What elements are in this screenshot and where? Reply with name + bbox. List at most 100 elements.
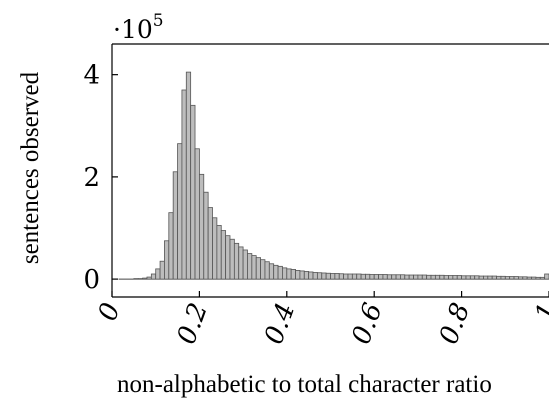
- histogram-bar: [168, 212, 174, 280]
- y-axis-title: sentences observed: [17, 71, 44, 264]
- histogram-bar: [290, 268, 296, 280]
- histogram-bar: [137, 278, 143, 280]
- histogram-bar: [181, 89, 187, 280]
- histogram-bar: [439, 274, 445, 280]
- histogram-bar: [172, 171, 178, 280]
- histogram-bar: [522, 276, 528, 280]
- y-tick-label: 0: [83, 265, 100, 295]
- histogram-bar: [443, 275, 449, 280]
- histogram-bar: [509, 276, 515, 280]
- histogram-bar: [238, 246, 244, 280]
- histogram-bar: [430, 274, 436, 280]
- histogram-bar: [456, 275, 463, 280]
- x-tick-label: 0.8: [434, 299, 476, 348]
- histogram-bar: [207, 207, 213, 280]
- histogram-bar: [334, 273, 340, 280]
- histogram-bar: [500, 275, 506, 280]
- x-axis-title: non-alphabetic to total character ratio: [117, 371, 492, 398]
- histogram-bar: [295, 270, 301, 280]
- histogram-bar: [448, 275, 454, 280]
- histogram-bar: [421, 274, 428, 280]
- histogram-bar: [373, 274, 379, 280]
- histogram-bar: [434, 274, 441, 280]
- histogram-bar: [382, 274, 388, 280]
- histogram-bar: [190, 104, 196, 280]
- histogram-bar: [146, 276, 152, 280]
- histogram-bar: [408, 274, 414, 280]
- histogram-bar: [159, 260, 165, 280]
- x-tick-label: 1: [530, 299, 549, 325]
- histogram-bar: [531, 276, 537, 280]
- histogram-bar: [400, 274, 406, 280]
- histogram-bar: [216, 225, 222, 280]
- histogram-bar: [133, 278, 139, 280]
- histogram-bar: [203, 191, 209, 280]
- x-tick-label: 0: [93, 299, 127, 325]
- histogram-bar: [255, 257, 261, 280]
- histogram-bar: [452, 275, 458, 280]
- histogram-bar: [268, 263, 275, 280]
- x-tick-label: 0.4: [259, 299, 301, 348]
- histogram-bar: [282, 267, 288, 280]
- histogram-bar: [544, 273, 549, 280]
- histogram-bar: [273, 264, 279, 280]
- histogram-bar: [330, 273, 336, 280]
- histogram-bar: [417, 274, 423, 280]
- histogram-bar: [351, 273, 358, 280]
- histogram-bar: [233, 242, 240, 280]
- axis-frame: [111, 43, 549, 298]
- histogram-bar: [535, 276, 541, 280]
- histogram-bar: [465, 275, 471, 280]
- histogram-bar: [386, 274, 393, 280]
- histogram-bar: [491, 275, 497, 280]
- x-ticks-group: 0 0.2 0.4 0.6 0.8 1: [93, 291, 549, 348]
- histogram-bar: [496, 275, 502, 280]
- histogram-bar: [365, 273, 371, 280]
- histogram-bar: [518, 276, 524, 280]
- histogram-bar: [142, 277, 148, 280]
- y-tick-label: 4: [83, 61, 100, 91]
- histogram-bar: [469, 275, 476, 280]
- histogram-bar: [299, 270, 305, 280]
- histogram-bar: [395, 274, 401, 280]
- histogram-bar: [242, 249, 248, 280]
- histogram-bar: [312, 272, 318, 280]
- histogram-bar: [194, 148, 200, 280]
- histogram-bar: [164, 240, 170, 280]
- histogram-bar: [347, 273, 353, 280]
- histogram-bar: [198, 173, 205, 280]
- histogram-bar: [474, 275, 480, 280]
- y-multiplier-label: ·105: [113, 11, 164, 44]
- histogram-bar: [504, 276, 511, 280]
- histogram-bar: [286, 268, 292, 280]
- histogram-bar: [461, 275, 467, 280]
- histogram-bar: [177, 143, 183, 280]
- histogram-bar: [526, 276, 532, 280]
- histogram-bar: [260, 259, 266, 280]
- histogram-bar: [277, 265, 283, 280]
- histogram-bar: [321, 272, 327, 280]
- histogram-bar: [264, 261, 270, 280]
- histogram-bar: [369, 274, 375, 280]
- y-tick-label: 2: [83, 163, 100, 193]
- histogram-bar: [378, 274, 384, 280]
- y-ticks-group: 0 2 4: [83, 61, 118, 295]
- histogram-bar: [185, 71, 192, 280]
- histogram-bar: [343, 273, 349, 280]
- histogram-bar: [391, 274, 397, 280]
- histogram-bar: [251, 255, 257, 280]
- histogram-bar: [487, 275, 493, 280]
- histogram-bar: [356, 273, 362, 280]
- histogram-bar: [338, 273, 345, 280]
- histogram-bar: [426, 274, 432, 280]
- histogram-bar: [225, 235, 231, 280]
- histogram-bar: [150, 273, 157, 280]
- histogram-bar: [325, 272, 331, 280]
- histogram-bar: [229, 238, 235, 280]
- histogram-bar: [155, 268, 161, 280]
- histogram-bar: [404, 274, 410, 280]
- histogram-bar: [220, 230, 227, 280]
- x-tick-label: 0.2: [172, 299, 214, 348]
- histogram-bar: [513, 276, 519, 280]
